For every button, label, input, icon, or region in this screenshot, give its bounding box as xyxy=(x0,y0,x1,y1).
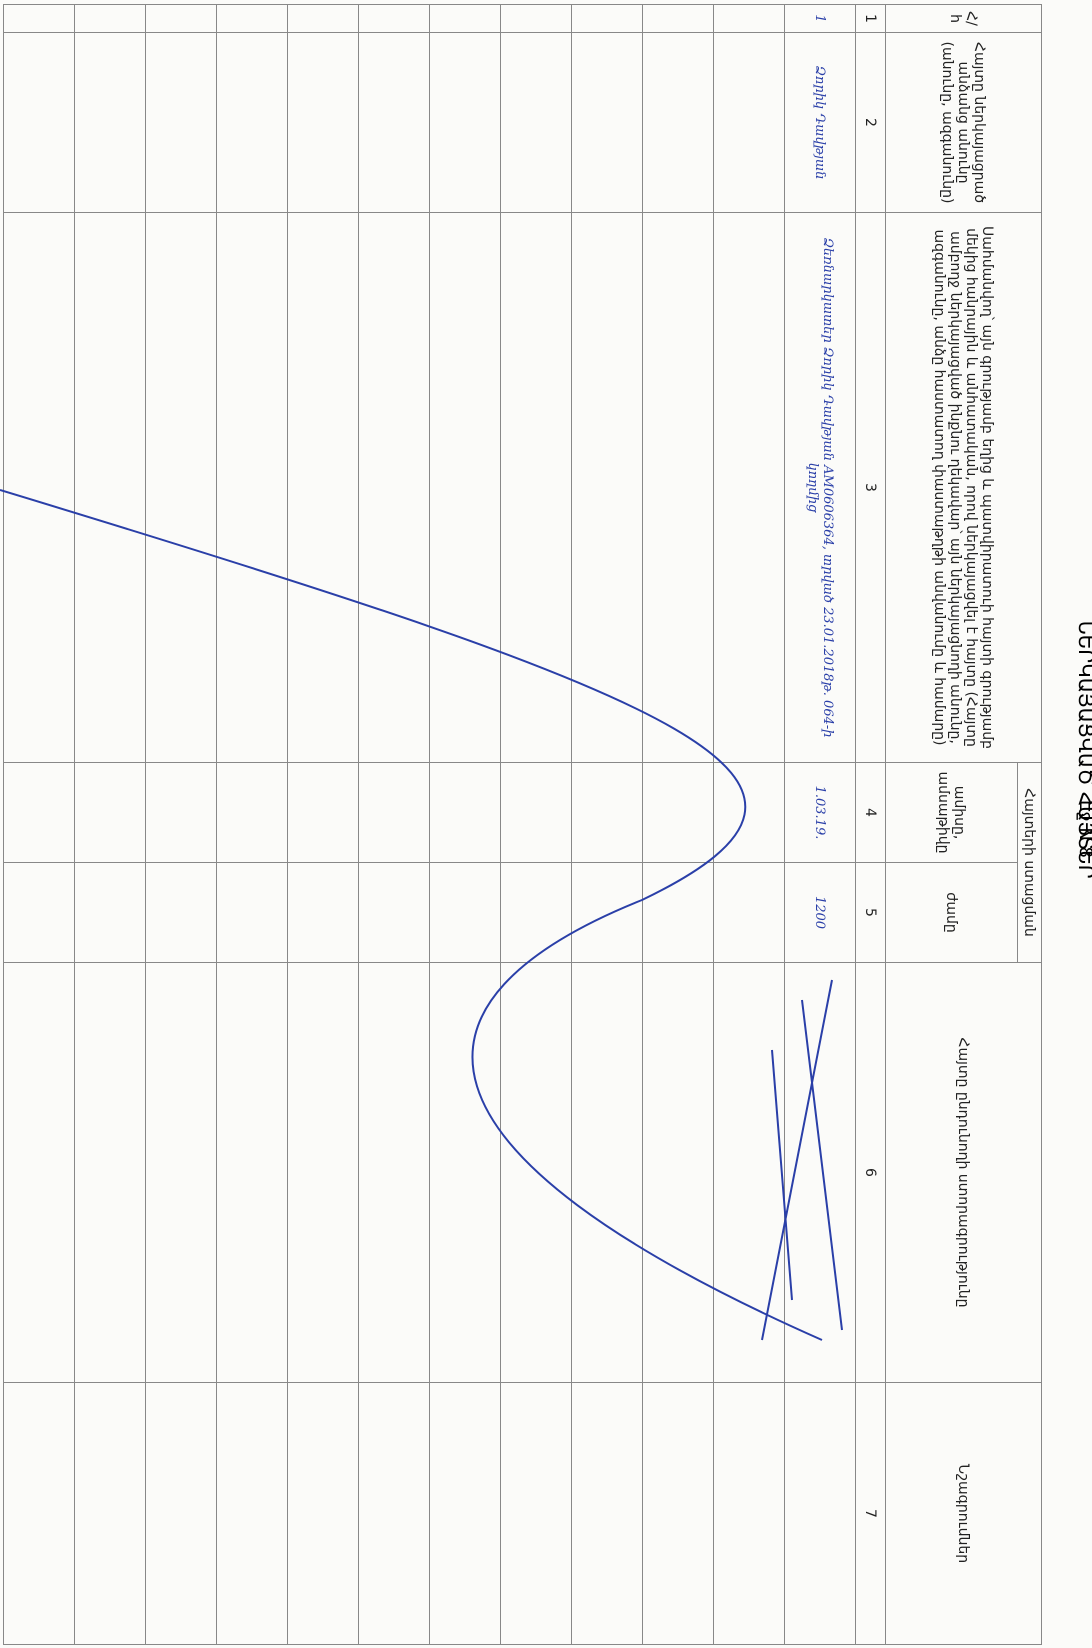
strike-line xyxy=(0,489,823,1341)
signature xyxy=(761,979,843,1341)
